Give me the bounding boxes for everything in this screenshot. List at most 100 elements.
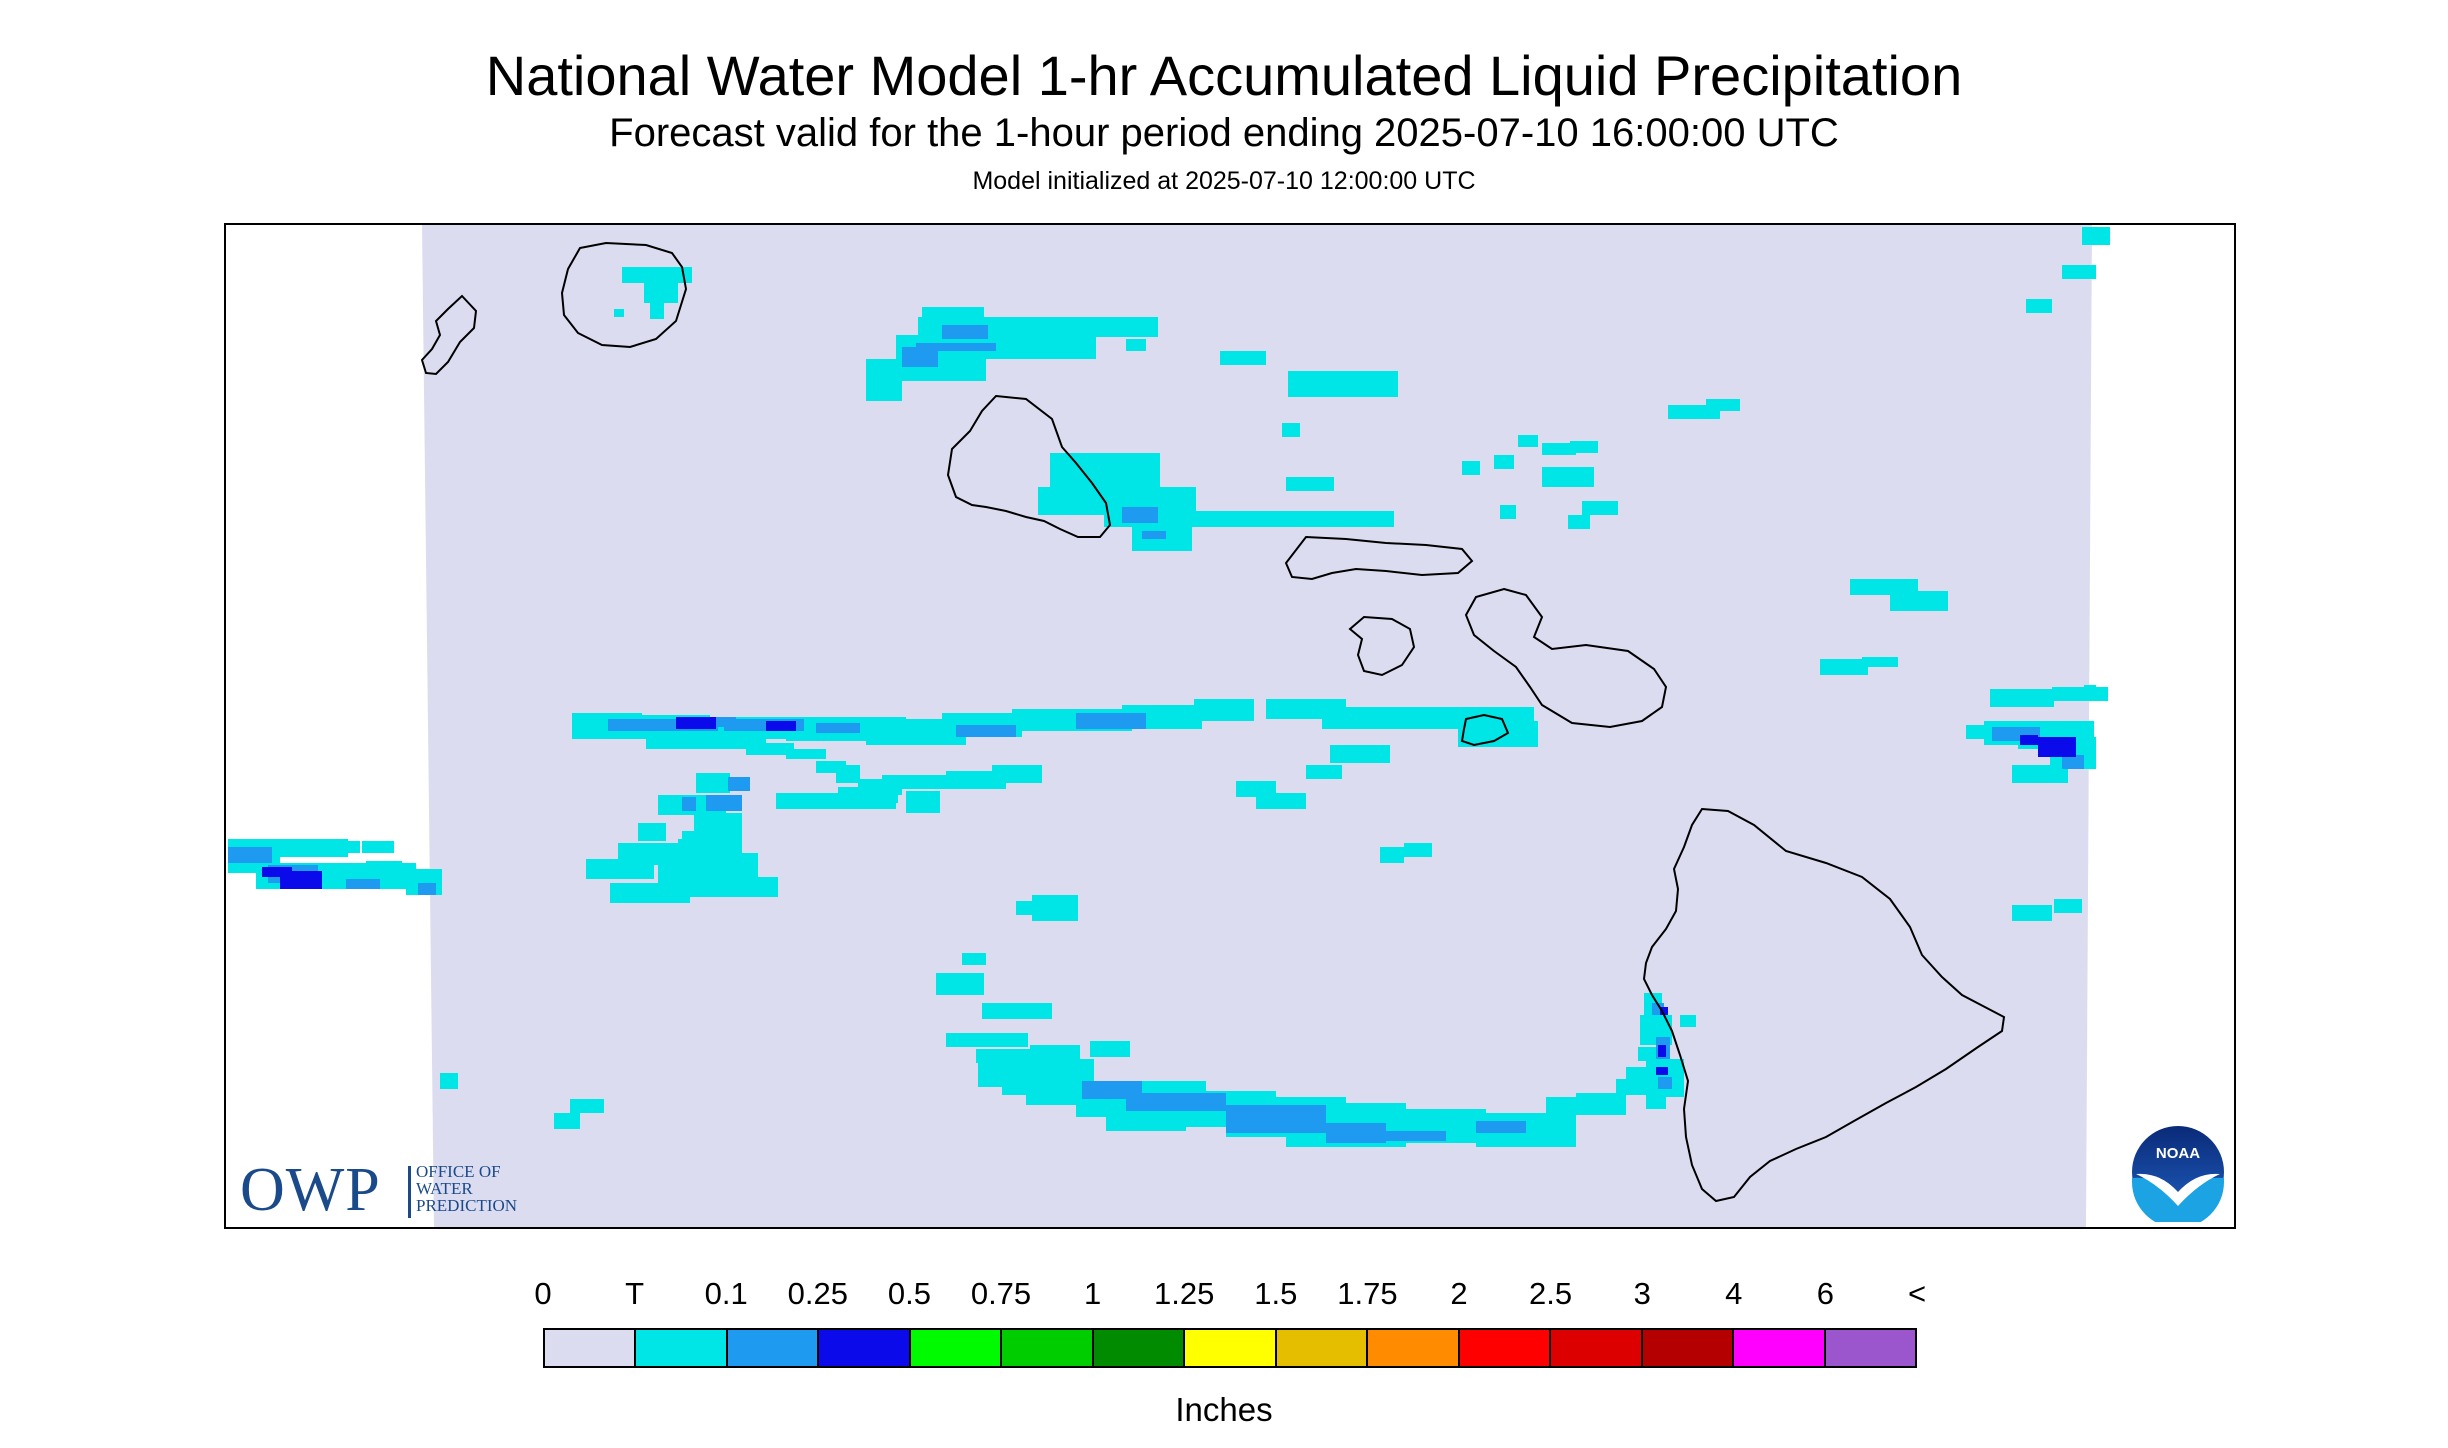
legend-swatch [1642,1330,1735,1366]
precip-light-cell [228,847,272,863]
legend-tick-label: 6 [1816,1276,1835,1311]
precip-trace-cell [2084,685,2096,695]
legend-tick-label: 2.5 [1529,1276,1573,1311]
precip-trace-cell [622,267,692,283]
legend-swatch [1459,1330,1552,1366]
precip-trace-cell [1462,461,1480,475]
init-time-label: Model initialized at 2025-07-10 12:00:00… [972,167,1476,195]
precip-trace-cell [962,953,986,965]
legend-tick-label: 3 [1633,1276,1651,1311]
owp-logo-divider [408,1166,411,1218]
precip-trace-cell [2012,905,2052,921]
precip-light-cell [1226,1105,1326,1133]
precip-light-cell [942,325,988,339]
precip-trace-cell [786,749,826,759]
precip-trace-cell [1582,501,1618,515]
island-lanai [1348,615,1416,677]
precip-trace-cell [866,359,986,381]
precip-trace-cell [1516,721,1536,731]
legend-swatch [910,1330,1003,1366]
legend-tick-label: T [625,1276,645,1311]
precip-trace-cell [694,813,742,835]
precip-trace-cell [1090,1041,1130,1057]
legend-tick-labels: 0 T 0.1 0.25 0.5 0.75 1 1.25 1.5 1.75 2 2.5 3 4 6 < [534,1276,1926,1312]
legend-swatch [1368,1330,1460,1366]
island-oahu [946,394,1112,538]
precip-trace-cell [1286,477,1334,491]
legend-swatch [1734,1330,1826,1366]
legend-swatch [1002,1330,1094,1366]
precip-trace-cell [1626,1067,1650,1081]
precip-trace-cell [1404,843,1432,857]
precip-trace-cell [614,309,624,317]
precip-layer [228,227,2110,1147]
precip-trace-cell [1126,339,1146,351]
precip-trace-cell [1380,847,1404,863]
model-domain [422,225,2092,1227]
precip-trace-cell [1282,423,1300,437]
precip-trace-cell [650,303,664,319]
precip-light-cell [902,347,938,367]
precip-trace-cell [1646,1095,1666,1109]
legend-units-label: Inches [1175,1391,1273,1428]
precip-trace-cell [1862,657,1898,667]
precip-trace-cell [836,765,860,783]
legend-tick-label: 1.75 [1337,1276,1398,1311]
precip-trace-cell [982,1003,1052,1019]
precip-trace-cell [1570,441,1598,453]
legend-tick-label: 0.1 [704,1276,748,1311]
precip-trace-cell [1568,515,1590,529]
legend-tick-label: 0 [534,1276,552,1311]
precip-trace-cell [1288,371,1398,397]
island-kahoolawe [1460,713,1510,747]
precip-trace-cell [1706,399,1740,411]
legend-tick-label: 1.25 [1154,1276,1215,1311]
precip-light-cell [1076,713,1146,729]
precip-light-cell [1126,1093,1226,1111]
precip-moderate-cell [2020,735,2038,745]
precip-light-cell [1386,1131,1446,1141]
precip-trace-cell [1032,895,1078,921]
legend-tick-label: 0.75 [970,1276,1032,1311]
noaa-logo: NOAA [2130,1124,2226,1222]
legend-swatch [636,1330,728,1366]
legend-swatch [1185,1330,1277,1366]
precip-trace-cell [906,791,940,813]
precip-trace-cell [638,823,666,841]
precip-light-cell [418,883,436,895]
precip-trace-cell [1542,467,1594,487]
precip-trace-cell [1990,689,2054,707]
precip-trace-cell [2026,299,2052,313]
precip-trace-cell [2012,765,2068,783]
precip-light-cell [1142,531,1166,539]
precip-light-cell [1326,1123,1386,1143]
legend-tick-label: < [1907,1276,1927,1311]
precip-trace-cell [1500,505,1516,519]
precip-light-cell [346,879,380,889]
island-kauai [560,241,688,349]
precip-trace-cell [1680,1015,1696,1027]
precip-trace-cell [696,773,730,793]
precip-light-cell [682,797,696,811]
precip-trace-cell [1518,435,1538,447]
precip-trace-cell [678,839,718,855]
precip-trace-cell [946,771,1006,789]
precip-trace-cell [2082,227,2110,245]
precip-trace-cell [570,1099,604,1113]
precip-light-cell [816,723,860,733]
precip-trace-cell [362,841,394,853]
island-molokai [1284,535,1474,581]
precip-trace-cell [1576,1093,1626,1115]
precip-moderate-cell [262,867,292,877]
legend-swatch [819,1330,911,1366]
island-hawaii [1642,807,2006,1203]
precip-trace-cell [1890,591,1948,611]
valid-time-subtitle: Forecast valid for the 1-hour period end… [609,111,1839,155]
precip-trace-cell [1542,443,1576,455]
precip-trace-cell [746,743,794,755]
precip-light-cell [2062,755,2084,769]
precip-trace-cell [866,381,902,401]
precip-trace-cell [2062,265,2096,279]
precip-trace-cell [1016,901,1032,915]
precip-trace-cell [1330,745,1390,763]
